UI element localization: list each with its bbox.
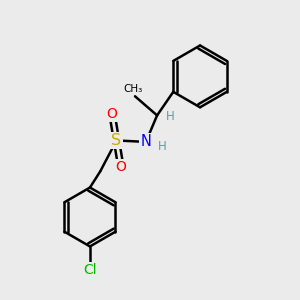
Text: H: H — [158, 140, 167, 153]
Text: H: H — [166, 110, 175, 123]
Text: S: S — [111, 133, 122, 148]
Text: O: O — [106, 107, 118, 121]
Text: Cl: Cl — [83, 263, 97, 277]
Text: O: O — [116, 160, 126, 174]
Text: CH₃: CH₃ — [123, 84, 142, 94]
Text: N: N — [140, 134, 151, 149]
